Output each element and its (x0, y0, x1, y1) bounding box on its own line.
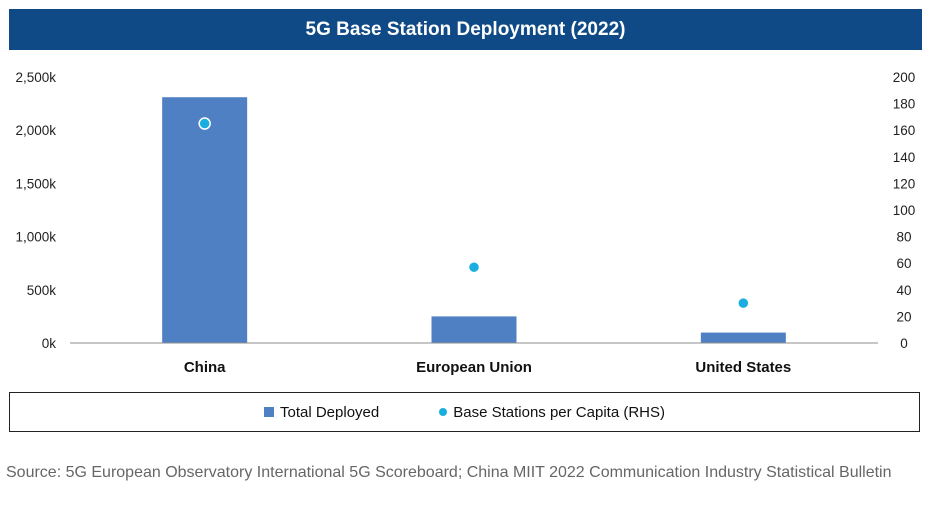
bar-united-states (700, 332, 786, 343)
right-axis-tick-label: 160 (893, 123, 916, 138)
category-label: European Union (416, 359, 532, 376)
right-axis-tick-label: 200 (893, 70, 916, 85)
left-axis-tick-label: 0k (42, 336, 57, 351)
source-note: Source: 5G European Observatory Internat… (6, 464, 892, 481)
legend-label-per-capita: Base Stations per Capita (RHS) (453, 403, 665, 421)
left-axis-tick-label: 1,000k (15, 230, 56, 245)
right-axis-tick-label: 60 (896, 256, 911, 271)
right-axis-tick-label: 100 (893, 203, 916, 218)
left-axis-tick-label: 1,500k (15, 176, 56, 191)
category-label: United States (695, 359, 791, 376)
left-axis-tick-label: 2,500k (15, 70, 56, 85)
left-axis-tick-label: 500k (27, 283, 57, 298)
chart-plot: 0k 500k 1,000k 1,500k 2,000k 2,500k 0 20 40 60 80 1… (15, 70, 916, 376)
right-axis-tick-label: 120 (893, 176, 916, 191)
legend-label-total-deployed: Total Deployed (280, 403, 380, 421)
legend-dot-swatch (439, 408, 448, 416)
chart-legend: Total Deployed Base Stations per Capita … (9, 392, 920, 432)
legend-bar-swatch (264, 407, 274, 417)
right-axis-tick-label: 40 (896, 283, 911, 298)
point-european-union (467, 260, 481, 274)
bar-china (162, 97, 248, 343)
point-china (198, 117, 211, 130)
right-axis-tick-label: 20 (896, 309, 911, 324)
chart-title: 5G Base Station Deployment (2022) (9, 9, 922, 50)
legend-entry-total-deployed: Total Deployed (264, 404, 379, 421)
right-axis-tick-label: 0 (900, 336, 908, 351)
right-axis-tick-label: 140 (893, 150, 916, 165)
point-united-states (737, 296, 750, 310)
left-axis-tick-label: 2,000k (15, 123, 56, 138)
right-axis-tick-label: 80 (896, 230, 911, 245)
category-label: China (184, 359, 226, 376)
legend-entry-per-capita: Base Stations per Capita (RHS) (439, 404, 665, 421)
bar-european-union (431, 316, 517, 343)
right-axis-tick-label: 180 (893, 97, 916, 112)
